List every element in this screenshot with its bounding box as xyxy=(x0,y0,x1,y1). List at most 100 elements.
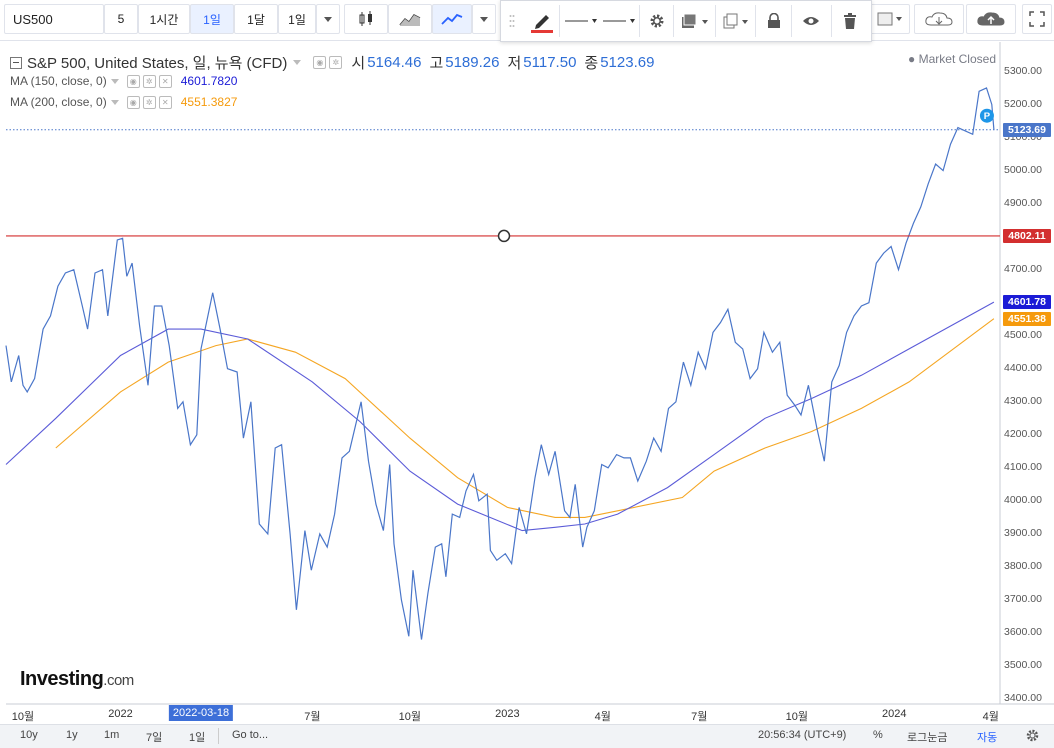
y-tick-label: 4300.00 xyxy=(1004,394,1042,407)
y-tick-label: 4900.00 xyxy=(1004,196,1042,209)
line-chart-icon xyxy=(441,13,463,25)
bottom-bar: 10y 1y 1m 7일 1일 Go to... 20:56:34 (UTC+9… xyxy=(0,724,1054,748)
separator xyxy=(715,5,716,37)
separator xyxy=(831,5,832,37)
fullscreen-button[interactable] xyxy=(1022,4,1052,34)
market-status: ● Market Closed xyxy=(908,52,996,66)
price-series-line[interactable] xyxy=(5,87,995,640)
range-1m-button[interactable]: 1m xyxy=(104,729,120,741)
close-icon[interactable]: ✕ xyxy=(158,95,172,109)
y-tick-label: 4400.00 xyxy=(1004,361,1042,374)
x-tick-label: 10월 xyxy=(398,711,422,723)
interval-input[interactable]: 5 xyxy=(104,4,138,34)
ma200-value: 4551.3827 xyxy=(180,95,238,109)
gear-icon[interactable]: ✲ xyxy=(142,95,156,109)
fill-color-dropdown[interactable] xyxy=(677,7,713,35)
ma150-series-line[interactable] xyxy=(5,301,995,532)
gear-icon[interactable]: ✲ xyxy=(142,74,156,88)
timeframe-1d-button[interactable]: 1일 xyxy=(190,4,234,34)
symbol-input[interactable]: US500 xyxy=(4,4,104,34)
cloud-upload-icon xyxy=(977,12,1005,26)
percent-scale-button[interactable]: % xyxy=(873,729,883,741)
y-tick-label: 5200.00 xyxy=(1004,97,1042,110)
chevron-down-icon[interactable] xyxy=(110,99,119,105)
y-tick-label: 3600.00 xyxy=(1004,625,1042,638)
chart-type-dropdown-button[interactable] xyxy=(472,4,496,34)
logo-main: Investing xyxy=(20,668,104,690)
x-tick-label: 7월 xyxy=(304,711,321,723)
gear-icon[interactable]: ✲ xyxy=(329,56,343,69)
line-style-icon xyxy=(603,19,635,23)
open-label: 시 xyxy=(351,55,366,72)
chevron-down-icon xyxy=(480,16,488,22)
line-width-dropdown[interactable] xyxy=(563,7,599,35)
timeframe-1m-button[interactable]: 1달 xyxy=(234,4,278,34)
copy-icon xyxy=(723,13,748,29)
high-value: 5189.26 xyxy=(445,54,500,71)
market-status-text: Market Closed xyxy=(918,52,996,66)
ma200-series-line[interactable] xyxy=(55,318,995,518)
settings-button[interactable] xyxy=(643,7,671,35)
range-1y-button[interactable]: 1y xyxy=(66,729,78,741)
candlestick-chart-button[interactable] xyxy=(344,4,388,34)
ma200-legend: MA (200, close, 0) ◉ ✲ ✕ 4551.3827 xyxy=(10,95,237,109)
auto-scale-button[interactable]: 자동 xyxy=(977,732,998,744)
drag-handle-icon[interactable] xyxy=(507,7,517,35)
lock-button[interactable] xyxy=(759,7,789,35)
y-tick-label: 3400.00 xyxy=(1004,692,1042,704)
area-chart-button[interactable] xyxy=(388,4,432,34)
range-1d-button[interactable]: 1일 xyxy=(189,732,206,744)
visibility-toggle-icon[interactable]: ◉ xyxy=(126,95,140,109)
line-drag-handle[interactable] xyxy=(497,229,511,243)
line-chart-button[interactable] xyxy=(432,4,472,34)
close-value: 5123.69 xyxy=(600,54,655,71)
log-scale-button[interactable]: 로그눈금 xyxy=(907,732,948,744)
range-10y-button[interactable]: 10y xyxy=(20,729,38,741)
collapse-legend-button[interactable] xyxy=(10,56,22,69)
line-width-icon xyxy=(565,19,597,23)
legend-title: S&P 500, United States, 일, 뉴욕 (CFD) xyxy=(27,55,288,72)
close-icon[interactable]: ✕ xyxy=(158,74,172,88)
y-tick-label: 3800.00 xyxy=(1004,559,1042,572)
color-square-icon xyxy=(877,12,902,26)
low-label: 저 xyxy=(507,55,522,72)
delete-button[interactable] xyxy=(835,7,865,35)
fill-color-icon xyxy=(682,13,708,28)
timeframe-dropdown-button[interactable] xyxy=(316,4,340,34)
x-tick-label: 10월 xyxy=(785,711,808,723)
cloud-upload-button[interactable] xyxy=(966,4,1016,34)
visibility-toggle-icon[interactable]: ◉ xyxy=(313,56,327,69)
gear-icon xyxy=(650,14,664,28)
marker-p-icon[interactable] xyxy=(979,108,994,123)
visibility-button[interactable] xyxy=(795,7,827,35)
chart-settings-button[interactable] xyxy=(1026,729,1039,745)
cloud-download-icon xyxy=(925,12,953,26)
x-tick-label: 2023 xyxy=(495,708,520,720)
y-tick-label: 5000.00 xyxy=(1004,163,1042,176)
y-tick-label: 3500.00 xyxy=(1004,658,1042,671)
separator xyxy=(639,5,640,37)
separator xyxy=(673,5,674,37)
ma150-value: 4601.7820 xyxy=(180,74,238,88)
low-value: 5117.50 xyxy=(523,54,577,71)
y-tick-label: 4500.00 xyxy=(1004,328,1042,341)
visibility-toggle-icon[interactable]: ◉ xyxy=(126,74,140,88)
goto-date-button[interactable]: Go to... xyxy=(232,729,269,741)
chevron-down-icon[interactable] xyxy=(293,60,302,65)
chevron-down-icon[interactable] xyxy=(110,78,119,84)
lock-icon xyxy=(768,13,780,28)
ma150-legend: MA (150, close, 0) ◉ ✲ ✕ 4601.7820 xyxy=(10,74,237,88)
ma200-price-badge: 4551.38 xyxy=(1003,311,1051,326)
y-tick-label: 4100.00 xyxy=(1004,460,1042,473)
timeframe-1h-button[interactable]: 1시간 xyxy=(138,4,190,34)
line-style-dropdown[interactable] xyxy=(601,7,637,35)
timeframe-extra-button[interactable]: 1일 xyxy=(278,4,316,34)
clone-dropdown[interactable] xyxy=(719,7,753,35)
crosshair-date-label: 2022-03-18 xyxy=(168,705,234,721)
logo-suffix: .com xyxy=(103,672,134,689)
ma200-label: MA (200, close, 0) xyxy=(10,95,107,109)
cloud-download-button[interactable] xyxy=(914,4,964,34)
pencil-color-button[interactable] xyxy=(521,7,561,35)
range-7d-button[interactable]: 7일 xyxy=(146,732,163,744)
